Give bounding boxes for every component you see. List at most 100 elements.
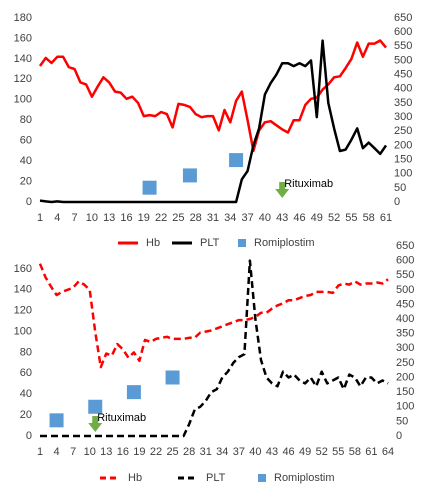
romiplostim-marker <box>126 385 141 400</box>
series-line <box>38 39 387 153</box>
legend-label: PLT <box>206 472 226 484</box>
y-tick-label: 120 <box>14 73 32 85</box>
x-tick-label: 34 <box>216 446 228 458</box>
x-tick-label: 4 <box>54 212 60 224</box>
y2-tick-label: 350 <box>396 328 414 340</box>
x-tick-label: 37 <box>241 212 253 224</box>
series-line <box>38 263 389 369</box>
y-tick-label: 40 <box>20 155 32 167</box>
x-tick-label: 10 <box>84 446 96 458</box>
y-tick-label: 80 <box>20 346 32 358</box>
series-line <box>39 39 388 204</box>
romiplostim-marker <box>229 153 244 168</box>
x-tick-label: 55 <box>345 212 357 224</box>
x-tick-label: 43 <box>266 446 278 458</box>
x-tick-label: 19 <box>133 446 145 458</box>
y-tick-label: 160 <box>14 263 32 275</box>
x-tick-label: 34 <box>224 212 236 224</box>
y2-tick-label: 200 <box>394 139 412 151</box>
y-tick-label: 140 <box>14 53 32 65</box>
x-tick-label: 19 <box>138 212 150 224</box>
legend-label: Hb <box>128 472 142 484</box>
x-tick-label: 10 <box>86 212 98 224</box>
y-tick-label: 0 <box>26 430 32 442</box>
y2-tick-label: 50 <box>394 182 406 194</box>
annotation: Rituximab <box>284 178 333 190</box>
x-tick-label: 61 <box>380 212 392 224</box>
x-tick-label: 46 <box>293 212 305 224</box>
x-tick-label: 22 <box>150 446 162 458</box>
annotation-arrow <box>275 182 290 198</box>
y-tick-label: 0 <box>26 196 32 208</box>
x-tick-label: 46 <box>282 446 294 458</box>
y-tick-label: 60 <box>20 135 32 147</box>
x-tick-label: 28 <box>190 212 202 224</box>
x-tick-label: 16 <box>120 212 132 224</box>
y-tick-label: 80 <box>20 114 32 126</box>
legend-swatch <box>258 474 266 482</box>
x-tick-label: 64 <box>382 446 394 458</box>
y-tick-label: 120 <box>14 305 32 317</box>
x-tick-label: 13 <box>103 212 115 224</box>
y2-tick-label: 500 <box>396 284 414 296</box>
x-tick-label: 13 <box>100 446 112 458</box>
legend-label: Romiplostim <box>254 237 315 249</box>
romiplostim-marker <box>165 370 180 385</box>
y2-tick-label: 600 <box>394 26 412 38</box>
x-tick-label: 1 <box>37 212 43 224</box>
y2-tick-label: 400 <box>396 313 414 325</box>
x-tick-label: 16 <box>117 446 129 458</box>
x-tick-label: 55 <box>332 446 344 458</box>
series-line <box>40 259 389 438</box>
y2-tick-label: 0 <box>394 196 400 208</box>
x-tick-label: 61 <box>365 446 377 458</box>
y2-tick-label: 250 <box>394 125 412 137</box>
y2-tick-label: 100 <box>394 168 412 180</box>
x-tick-label: 52 <box>316 446 328 458</box>
romiplostim-marker <box>49 413 64 428</box>
y-tick-label: 40 <box>20 388 32 400</box>
legend-label: Romiplostim <box>274 472 335 484</box>
annotation-arrow <box>88 416 103 432</box>
y2-tick-label: 50 <box>396 415 408 427</box>
romiplostim-marker <box>142 180 157 195</box>
x-tick-label: 28 <box>183 446 195 458</box>
x-tick-label: 31 <box>200 446 212 458</box>
y-tick-label: 160 <box>14 32 32 44</box>
x-tick-label: 1 <box>37 446 43 458</box>
y-tick-label: 20 <box>20 175 32 187</box>
x-tick-label: 52 <box>328 212 340 224</box>
y2-tick-label: 650 <box>396 240 414 252</box>
y2-tick-label: 350 <box>394 97 412 109</box>
x-tick-label: 22 <box>155 212 167 224</box>
y2-tick-label: 250 <box>396 357 414 369</box>
y2-tick-label: 650 <box>394 12 412 24</box>
x-tick-label: 58 <box>363 212 375 224</box>
legend-label: Hb <box>146 237 160 249</box>
x-tick-label: 43 <box>276 212 288 224</box>
y-tick-label: 140 <box>14 284 32 296</box>
x-tick-label: 49 <box>299 446 311 458</box>
y2-tick-label: 100 <box>396 401 414 413</box>
x-tick-label: 7 <box>72 212 78 224</box>
y2-tick-label: 500 <box>394 54 412 66</box>
y-tick-label: 20 <box>20 409 32 421</box>
x-tick-label: 31 <box>207 212 219 224</box>
x-tick-label: 25 <box>166 446 178 458</box>
legend-label: PLT <box>200 237 220 249</box>
y2-tick-label: 150 <box>396 386 414 398</box>
y2-tick-label: 400 <box>394 83 412 95</box>
y-tick-label: 100 <box>14 325 32 337</box>
x-tick-label: 58 <box>349 446 361 458</box>
x-tick-label: 49 <box>311 212 323 224</box>
y2-tick-label: 550 <box>396 269 414 281</box>
legend-swatch <box>238 239 246 247</box>
y2-tick-label: 0 <box>396 430 402 442</box>
romiplostim-marker <box>88 399 103 414</box>
x-tick-label: 25 <box>172 212 184 224</box>
y2-tick-label: 550 <box>394 40 412 52</box>
y2-tick-label: 300 <box>396 342 414 354</box>
annotation: Rituximab <box>97 412 146 424</box>
romiplostim-marker <box>182 168 197 183</box>
